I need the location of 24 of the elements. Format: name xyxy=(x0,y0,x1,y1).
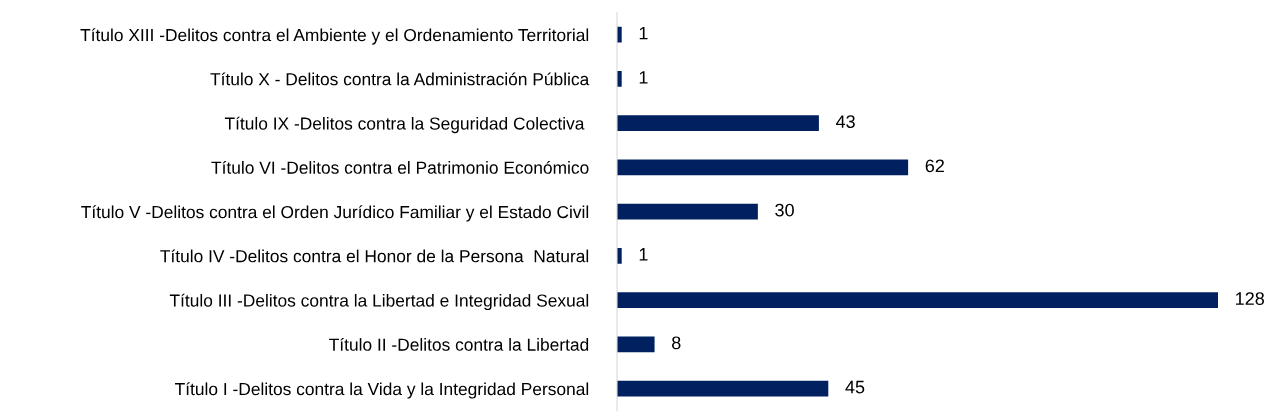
data-label: 45 xyxy=(845,380,865,394)
data-label: 30 xyxy=(775,203,794,217)
y-tick-label: Título III -Delitos contra la Libertad e Integridad Sexual xyxy=(169,293,589,311)
y-tick-label: Título V -Delitos contra el Orden Jurídico Familiar y el Estado Civil xyxy=(81,205,589,222)
bar xyxy=(617,336,655,353)
y-tick-label: Título I -Delitos contra la Vida y la Integridad Personal xyxy=(175,382,589,399)
y-tick-label: Título IV -Delitos contra el Honor de la Persona Natural xyxy=(160,249,589,263)
bar xyxy=(617,292,1218,309)
bar xyxy=(617,203,758,220)
y-tick-label: Título II -Delitos contra la Libertad xyxy=(329,337,589,351)
y-tick-label: Título XIII -Delitos contra el Ambiente y el Ordenamiento Territorial xyxy=(80,28,589,45)
y-tick-label: Título X - Delitos contra la Administración Pública xyxy=(210,72,590,86)
y-tick-label: Título VI -Delitos contra el Patrimonio Económico xyxy=(211,160,589,174)
data-label: 1 xyxy=(639,248,648,261)
data-label: 8 xyxy=(672,336,681,350)
data-label: 1 xyxy=(639,26,648,40)
bar xyxy=(617,115,819,132)
y-tick-label: Título IX -Delitos contra la Seguridad Colectiva xyxy=(224,116,585,134)
bar xyxy=(617,159,909,176)
data-label: 43 xyxy=(835,115,855,128)
data-label: 128 xyxy=(1236,292,1265,305)
data-label: 1 xyxy=(639,71,648,84)
bar xyxy=(617,380,829,397)
data-label: 62 xyxy=(925,159,944,173)
